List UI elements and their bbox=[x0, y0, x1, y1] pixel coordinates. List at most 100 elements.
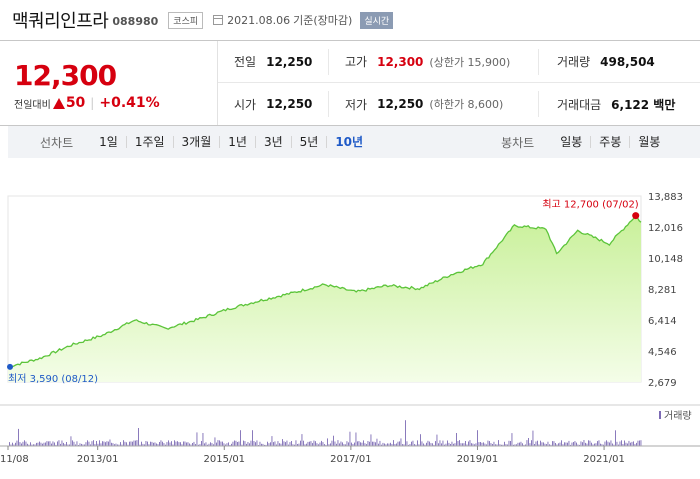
stock-name[interactable]: 맥쿼리인프라 bbox=[12, 11, 109, 32]
volume-bar bbox=[307, 441, 309, 446]
volume-bar bbox=[81, 443, 82, 446]
volume-bar bbox=[454, 443, 456, 446]
volume-bar bbox=[618, 444, 619, 446]
volume-bar bbox=[436, 434, 438, 446]
x-tick-label: 2021/01 bbox=[583, 454, 625, 465]
volume-bar bbox=[456, 433, 457, 446]
volume-bar bbox=[547, 441, 549, 446]
period-1w[interactable]: 1주일 bbox=[125, 136, 173, 148]
volume-bar bbox=[117, 444, 118, 446]
volume-bar bbox=[459, 440, 460, 446]
candle-daily[interactable]: 일봉 bbox=[560, 135, 583, 149]
volume-bar bbox=[147, 441, 148, 446]
volume-bar bbox=[369, 441, 370, 446]
volume-bar bbox=[367, 441, 369, 446]
volume-bar bbox=[577, 444, 579, 446]
volume-bar bbox=[543, 442, 544, 446]
volume-bar bbox=[561, 440, 562, 446]
volume-bar bbox=[550, 444, 552, 446]
volume-bar bbox=[154, 442, 156, 446]
volume-bar bbox=[519, 442, 520, 446]
volume-bar bbox=[67, 444, 69, 446]
volume-bar bbox=[192, 443, 193, 446]
volume-bar bbox=[199, 444, 201, 446]
volume-bar bbox=[246, 443, 247, 446]
volume-bar bbox=[64, 444, 66, 446]
amount-value: 6,122 백만 bbox=[611, 97, 676, 112]
volume-bar bbox=[225, 444, 226, 446]
volume-bar bbox=[82, 444, 84, 446]
volume-bar bbox=[583, 440, 585, 446]
volume-bar bbox=[600, 443, 601, 446]
volume-bar bbox=[423, 443, 424, 446]
price-chart[interactable]: 13,883 12,016 10,148 8,281 6,414 4,546 2,679 최… bbox=[0, 180, 700, 479]
volume-bar bbox=[100, 443, 102, 446]
min-label: 최저 3,590 (08/12) bbox=[8, 373, 98, 385]
volume-bar bbox=[549, 444, 550, 446]
period-1d[interactable]: 1일 bbox=[99, 135, 118, 149]
volume-bar bbox=[342, 442, 343, 446]
volume-bar bbox=[352, 444, 354, 446]
volume-bar bbox=[366, 444, 367, 446]
volume-bar bbox=[396, 443, 397, 446]
volume-bar bbox=[277, 441, 279, 446]
volume-bar bbox=[187, 442, 189, 446]
volume-bar bbox=[567, 442, 568, 446]
candle-monthly[interactable]: 월봉 bbox=[629, 136, 668, 148]
change-percent: +0.41% bbox=[99, 95, 160, 111]
volume-bar bbox=[283, 441, 285, 446]
volume-bar bbox=[273, 442, 274, 446]
volume-bar bbox=[211, 443, 213, 446]
volume-bar bbox=[465, 441, 466, 446]
realtime-button[interactable]: 실시간 bbox=[360, 11, 394, 29]
volume-bar bbox=[63, 442, 64, 446]
period-3y[interactable]: 3년 bbox=[254, 136, 291, 148]
volume-bar bbox=[13, 444, 15, 446]
volume-bar bbox=[582, 442, 583, 446]
volume-bar bbox=[448, 442, 450, 446]
open-label: 시가 bbox=[234, 97, 257, 112]
volume-bar bbox=[636, 442, 637, 446]
volume-bar bbox=[504, 441, 505, 446]
volume-bar bbox=[108, 441, 109, 446]
volume-bar bbox=[462, 443, 463, 446]
volume-bar bbox=[469, 440, 471, 446]
volume-bar bbox=[526, 440, 528, 446]
y-tick-label: 8,281 bbox=[648, 285, 677, 296]
volume-bar bbox=[118, 444, 120, 446]
volume-bar bbox=[594, 443, 595, 446]
volume-bar bbox=[207, 444, 208, 446]
volume-bar bbox=[306, 443, 307, 446]
volume-bar bbox=[190, 444, 192, 446]
price-line bbox=[7, 214, 642, 368]
volume-bar bbox=[144, 444, 145, 446]
y-tick-label: 10,148 bbox=[648, 254, 683, 265]
volume-bar bbox=[237, 442, 238, 446]
volume-bar bbox=[532, 430, 534, 446]
volume-bar bbox=[535, 441, 537, 446]
volume-bar bbox=[247, 442, 249, 446]
volume-bar bbox=[615, 430, 616, 446]
volume-bar bbox=[445, 443, 447, 446]
volume-bar bbox=[496, 444, 498, 446]
volume-bar bbox=[268, 443, 270, 446]
volume-bar bbox=[468, 441, 469, 446]
candle-weekly[interactable]: 주봉 bbox=[590, 136, 629, 148]
volume-bar bbox=[427, 440, 429, 446]
change-row: 전일대비 50 | +0.41% bbox=[14, 95, 160, 111]
volume-bar bbox=[408, 444, 409, 446]
period-1y[interactable]: 1년 bbox=[219, 136, 255, 148]
x-tick-label: 2015/01 bbox=[204, 454, 246, 465]
period-10y[interactable]: 10년 bbox=[326, 136, 371, 148]
volume-bar bbox=[27, 443, 28, 446]
volume-bar bbox=[195, 444, 196, 446]
volume-bar bbox=[93, 440, 94, 446]
volume-bar bbox=[340, 441, 342, 446]
volume-bar bbox=[43, 442, 45, 446]
volume-bar bbox=[517, 442, 519, 446]
volume-bar bbox=[498, 440, 499, 446]
volume-bar bbox=[291, 441, 292, 446]
period-5y[interactable]: 5년 bbox=[290, 136, 327, 148]
period-3m[interactable]: 3개월 bbox=[172, 136, 220, 148]
volume-bar bbox=[360, 442, 361, 446]
